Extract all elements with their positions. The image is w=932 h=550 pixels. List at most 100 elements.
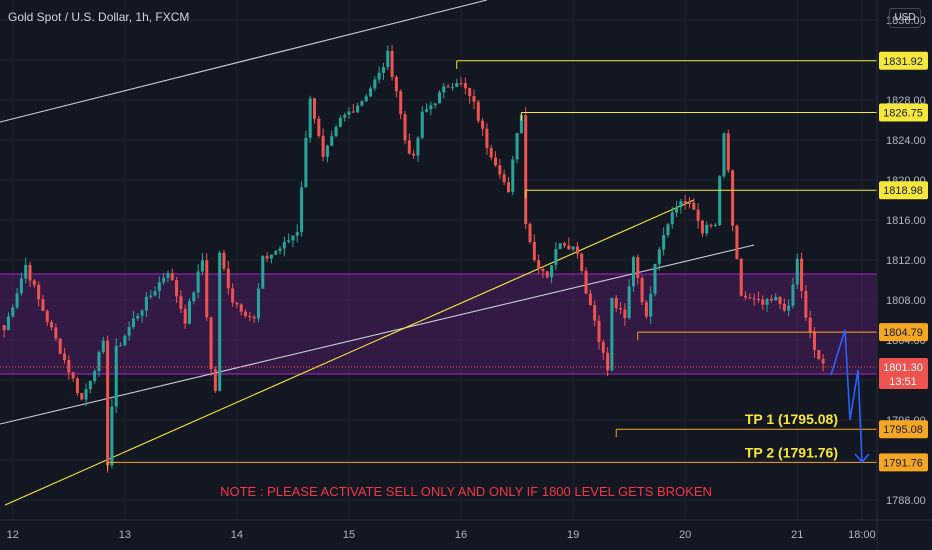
candle-body [735, 225, 739, 260]
candle-body [731, 170, 735, 226]
y-tick-label: 1788.00 [886, 495, 926, 507]
candle-body [93, 371, 97, 381]
candle-body [360, 101, 364, 106]
candle-body [6, 316, 10, 331]
candle-body [416, 137, 420, 156]
candle-body [800, 258, 804, 291]
candle-body [463, 83, 467, 89]
candle-body [623, 309, 627, 319]
candle-body [614, 297, 618, 309]
candle-body [787, 305, 791, 311]
support-price-label: 1804.79 [883, 327, 923, 339]
support-price-label: 1791.76 [883, 457, 923, 469]
resistance-price-label: 1826.75 [883, 108, 923, 120]
candle-body [675, 207, 679, 213]
candle-body [2, 325, 6, 331]
resistance-price-tag [879, 181, 928, 200]
candle-body [256, 288, 260, 319]
candle-body [24, 264, 28, 279]
candle-body [644, 302, 648, 317]
candle-body [131, 318, 135, 328]
x-tick-label: 20 [679, 529, 691, 541]
candle-body [170, 273, 174, 281]
candle-body [450, 86, 454, 88]
candle-body [166, 273, 170, 278]
candle-body [157, 282, 161, 292]
candle-body [558, 243, 562, 250]
symbol-title: Gold Spot / U.S. Dollar, 1h, FXCM [8, 10, 190, 24]
candle-body [84, 389, 88, 400]
candle-body [653, 263, 657, 294]
candle-body [386, 50, 390, 68]
candle-body [593, 305, 597, 321]
candle-body [377, 72, 381, 80]
currency-button[interactable]: USD [889, 8, 921, 28]
candle-body [291, 235, 295, 241]
support-price-tag [879, 453, 928, 472]
candle-body [640, 277, 644, 303]
candle-body [506, 182, 510, 193]
candle-body [791, 284, 795, 306]
candle-body [700, 220, 704, 234]
resistance-price-tag [879, 51, 928, 70]
x-tick-label: 16 [455, 529, 467, 541]
candle-body [11, 307, 15, 317]
candle-body [261, 255, 265, 289]
candle-body [584, 270, 588, 294]
candle-body [334, 126, 338, 137]
candle-body [226, 268, 230, 289]
candle-body [433, 103, 437, 106]
candle-body [347, 111, 351, 115]
x-tick-label: 14 [231, 529, 243, 541]
candle-body [472, 96, 476, 102]
y-tick-label: 1816.00 [886, 215, 926, 227]
projection-arrow[interactable] [830, 329, 863, 463]
candle-body [41, 299, 45, 311]
candle-body [75, 378, 79, 394]
candle-body [696, 209, 700, 221]
candle-body [274, 251, 278, 255]
candle-body [364, 96, 368, 102]
candle-body [235, 302, 239, 305]
candle-body [71, 372, 75, 379]
candle-body [54, 327, 58, 339]
candle-body [282, 241, 286, 249]
channel-lower-line[interactable] [0, 244, 755, 425]
candle-body [213, 369, 217, 391]
candle-body [403, 114, 407, 141]
candle-body [308, 98, 312, 138]
resistance-price-label: 1818.98 [883, 185, 923, 197]
candle-body [407, 140, 411, 154]
candle-body [722, 133, 726, 177]
candle-body [687, 202, 692, 204]
candle-body [58, 338, 62, 354]
candle-body [502, 174, 506, 183]
candle-body [761, 299, 765, 305]
candle-body [670, 212, 674, 225]
candle-body [390, 50, 394, 77]
candle-body [183, 308, 187, 324]
candle-body [343, 114, 347, 118]
candle-body [196, 271, 200, 293]
resistance-price-tag [879, 103, 928, 122]
projection-arrowhead [854, 453, 870, 464]
yellow-trend-line[interactable] [4, 199, 695, 506]
candle-body [287, 240, 291, 242]
candle-body [476, 101, 480, 121]
candle-body [338, 117, 342, 127]
candle-body [175, 280, 179, 297]
candle-body [627, 286, 631, 319]
candle-body [205, 260, 209, 318]
candle-body [515, 133, 519, 160]
candle-body [244, 311, 248, 317]
candle-body [123, 335, 127, 346]
current-price-tag [879, 358, 928, 389]
candle-body [606, 352, 610, 371]
candle-body [356, 105, 360, 113]
candle-body [369, 88, 373, 97]
candle-body [485, 128, 489, 148]
candle-body [778, 297, 782, 304]
candle-body [399, 91, 403, 115]
channel-upper-line[interactable] [0, 0, 488, 123]
